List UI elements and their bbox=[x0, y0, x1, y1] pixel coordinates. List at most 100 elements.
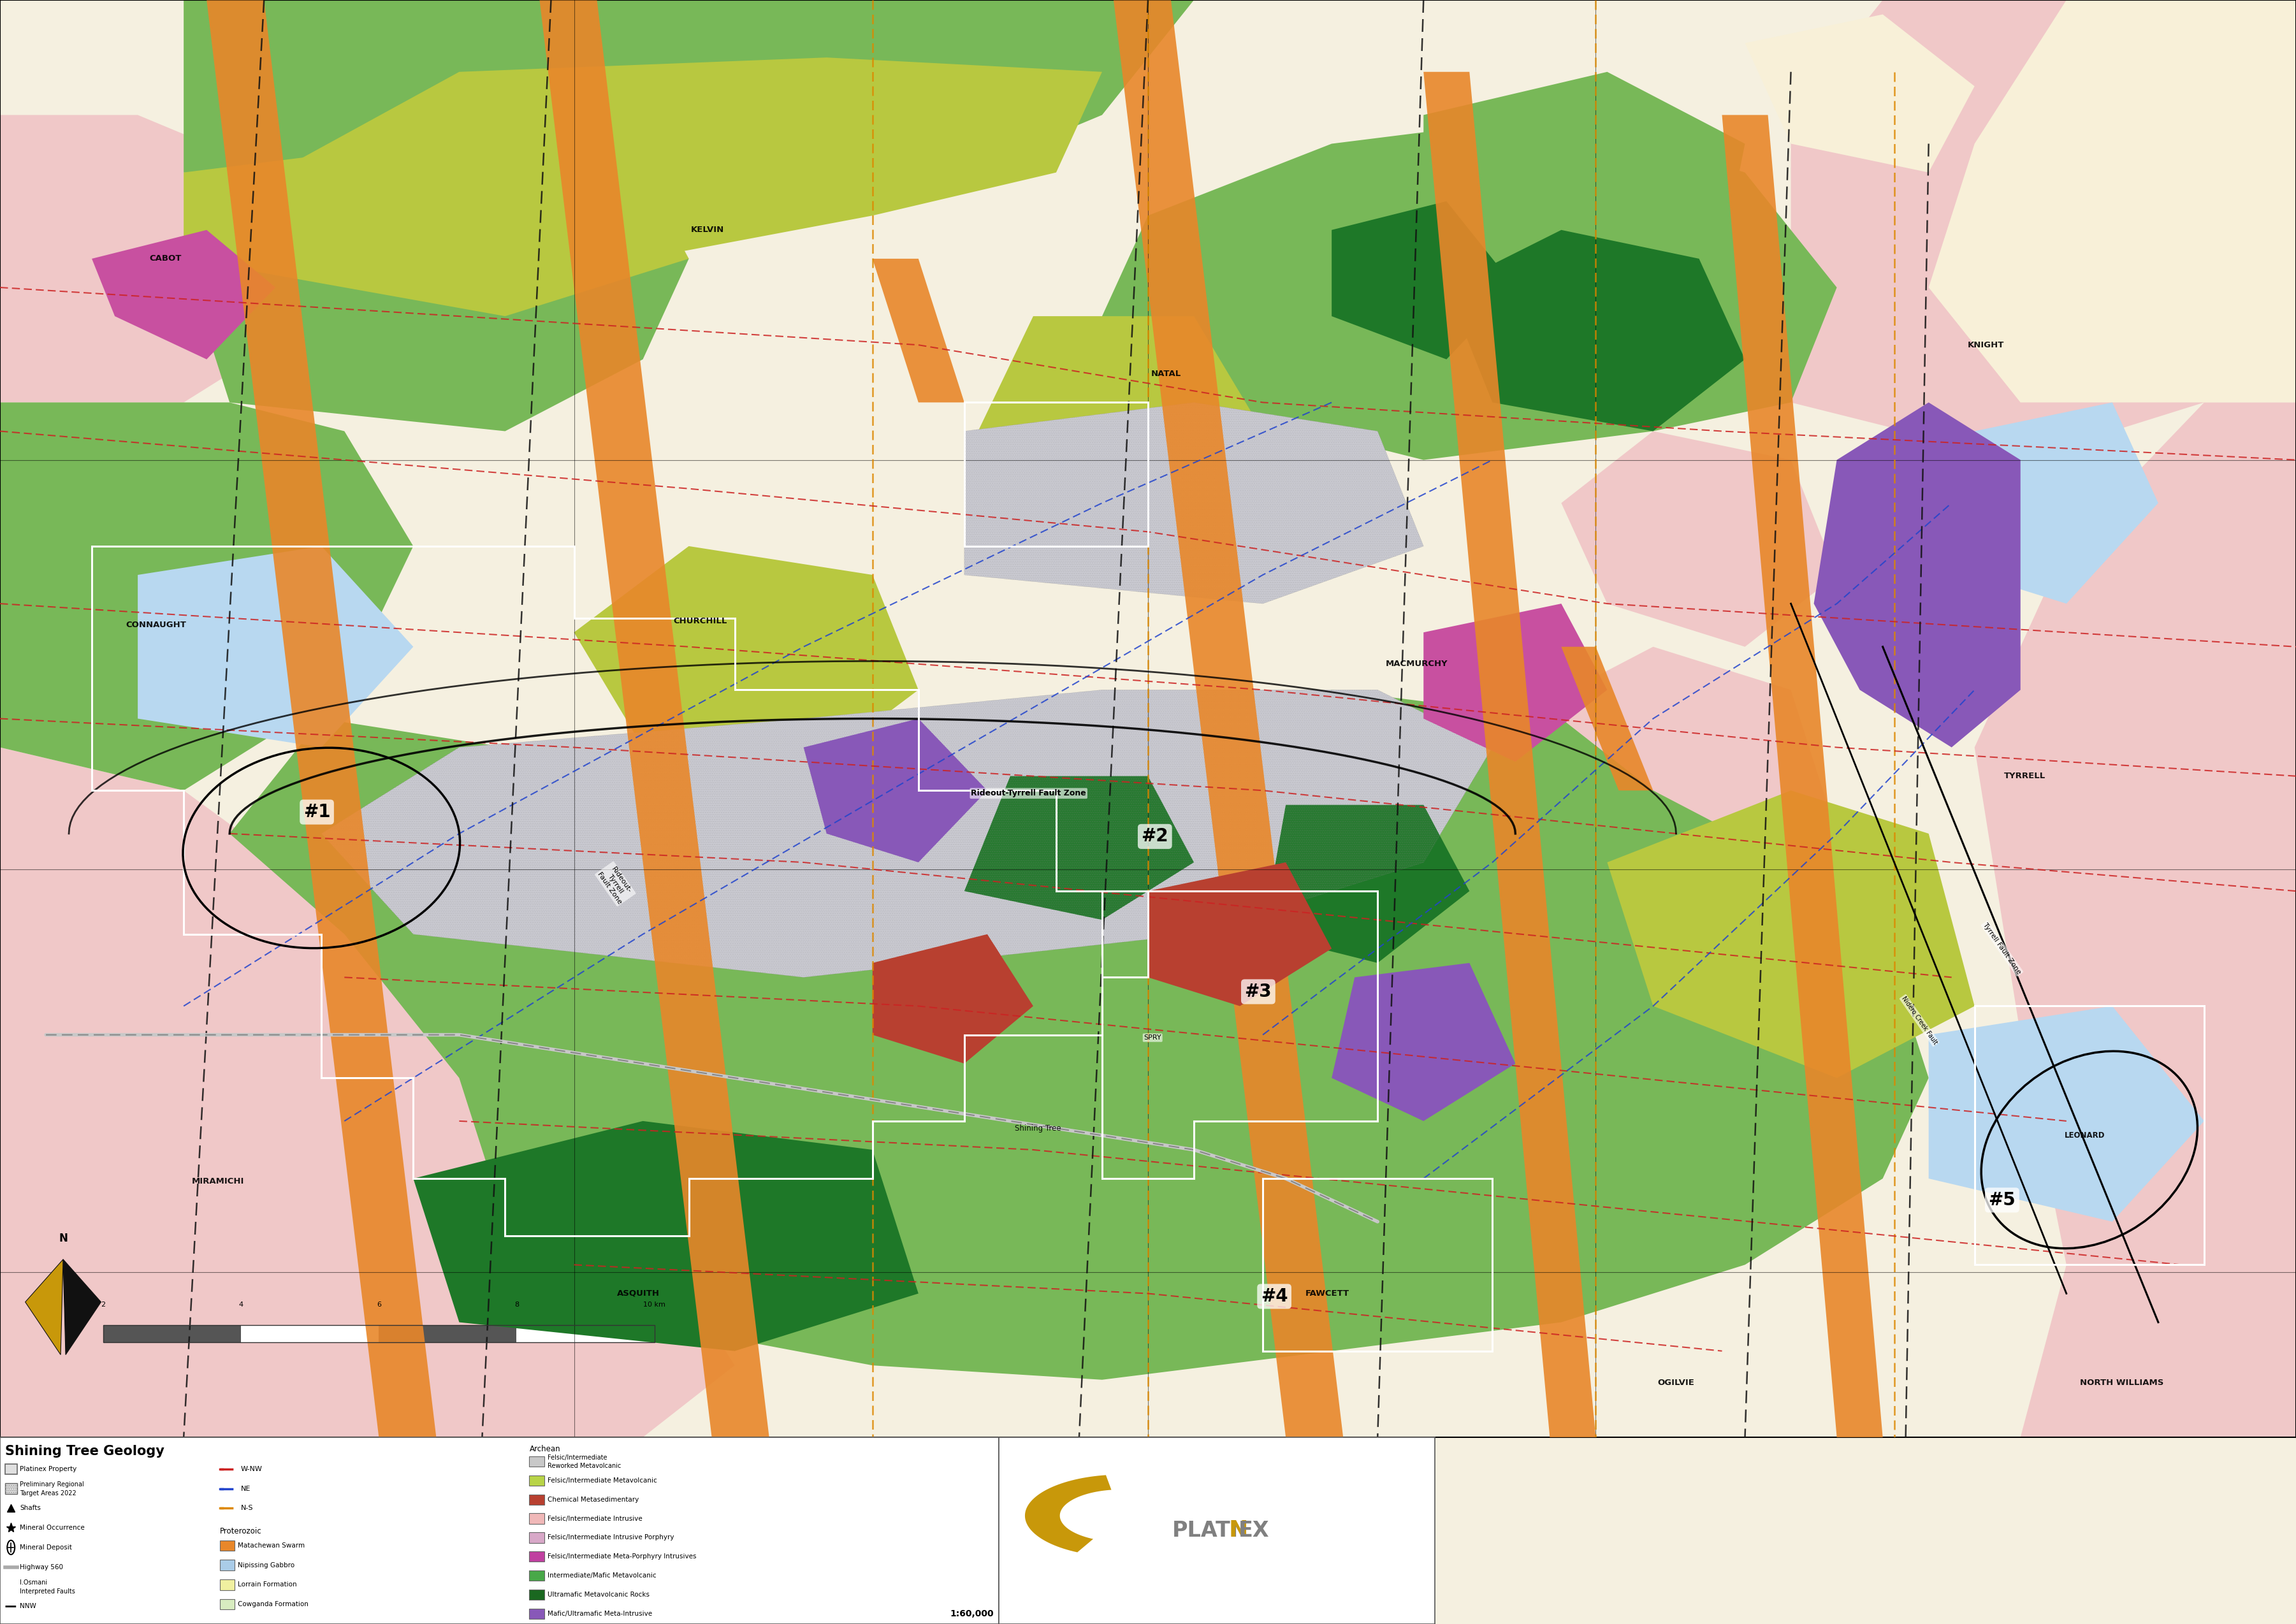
Text: Interpreted Faults: Interpreted Faults bbox=[21, 1588, 76, 1595]
Bar bbox=[530, 1551, 544, 1562]
Text: CONNAUGHT: CONNAUGHT bbox=[126, 620, 186, 630]
Polygon shape bbox=[1561, 646, 1653, 791]
Polygon shape bbox=[1148, 862, 1332, 1005]
Polygon shape bbox=[964, 776, 1194, 919]
Text: PLATI: PLATI bbox=[1173, 1520, 1240, 1541]
Polygon shape bbox=[184, 0, 1194, 216]
Polygon shape bbox=[1424, 71, 1596, 1437]
Polygon shape bbox=[92, 231, 276, 359]
Text: Archean: Archean bbox=[530, 1445, 560, 1453]
Polygon shape bbox=[1814, 403, 2020, 747]
Polygon shape bbox=[1446, 231, 1745, 430]
Text: Mafic/Ultramafic Meta-Intrusive: Mafic/Ultramafic Meta-Intrusive bbox=[546, 1611, 652, 1618]
Bar bbox=[530, 1570, 544, 1580]
Text: CABOT: CABOT bbox=[149, 255, 181, 263]
Text: Felsic/Intermediate Metavolcanic: Felsic/Intermediate Metavolcanic bbox=[546, 1478, 657, 1484]
Text: Chemical Metasedimentary: Chemical Metasedimentary bbox=[546, 1496, 638, 1502]
Bar bbox=[530, 1533, 544, 1543]
Text: 2: 2 bbox=[101, 1301, 106, 1307]
Bar bbox=[530, 1590, 544, 1600]
Bar bbox=[517, 1325, 654, 1343]
Text: Mineral Deposit: Mineral Deposit bbox=[21, 1544, 71, 1551]
Polygon shape bbox=[413, 1121, 918, 1351]
Polygon shape bbox=[964, 403, 1424, 604]
Bar bbox=[241, 1325, 379, 1343]
Text: Intermediate/Mafic Metavolcanic: Intermediate/Mafic Metavolcanic bbox=[546, 1572, 657, 1579]
Text: Felsic/Intermediate Intrusive: Felsic/Intermediate Intrusive bbox=[546, 1515, 643, 1522]
Text: Felsic/Intermediate: Felsic/Intermediate bbox=[546, 1453, 606, 1460]
Polygon shape bbox=[1263, 806, 1469, 963]
Text: SPRY: SPRY bbox=[1143, 1034, 1162, 1041]
Polygon shape bbox=[276, 57, 1102, 258]
Text: Rideout-
Tyrrell
Fault Zone: Rideout- Tyrrell Fault Zone bbox=[597, 862, 634, 905]
Polygon shape bbox=[64, 1259, 101, 1354]
Text: N-S: N-S bbox=[241, 1505, 253, 1512]
Polygon shape bbox=[804, 718, 987, 862]
Text: NE: NE bbox=[241, 1486, 250, 1492]
Polygon shape bbox=[25, 1259, 64, 1354]
Text: MIRAMICHI: MIRAMICHI bbox=[193, 1177, 243, 1186]
Text: N: N bbox=[60, 1233, 67, 1244]
Polygon shape bbox=[540, 0, 769, 1437]
Bar bbox=[530, 1514, 544, 1523]
Text: TYRRELL: TYRRELL bbox=[2004, 771, 2046, 780]
Polygon shape bbox=[574, 546, 918, 776]
Bar bbox=[530, 1457, 544, 1466]
Bar bbox=[530, 1475, 544, 1486]
Polygon shape bbox=[321, 690, 1492, 978]
Text: #5: #5 bbox=[1988, 1190, 2016, 1208]
Bar bbox=[103, 1325, 654, 1343]
Bar bbox=[220, 1561, 234, 1570]
Polygon shape bbox=[0, 115, 321, 403]
Polygon shape bbox=[1332, 963, 1515, 1121]
Text: NNW: NNW bbox=[21, 1603, 37, 1609]
Text: KNIGHT: KNIGHT bbox=[1968, 341, 2004, 349]
Text: Matachewan Swarm: Matachewan Swarm bbox=[239, 1543, 305, 1549]
Text: 4: 4 bbox=[239, 1301, 243, 1307]
Text: Platinex Property: Platinex Property bbox=[21, 1466, 76, 1473]
Text: Lorrain Formation: Lorrain Formation bbox=[239, 1582, 296, 1588]
Bar bbox=[530, 1608, 544, 1619]
Text: 8: 8 bbox=[514, 1301, 519, 1307]
Text: 6: 6 bbox=[377, 1301, 381, 1307]
Text: Nidero Creek Fault: Nidero Creek Fault bbox=[1901, 996, 1938, 1046]
Polygon shape bbox=[1975, 403, 2158, 604]
Text: I.Osmani: I.Osmani bbox=[21, 1580, 48, 1585]
Text: MACMURCHY: MACMURCHY bbox=[1384, 659, 1449, 667]
Text: Ultramafic Metavolcanic Rocks: Ultramafic Metavolcanic Rocks bbox=[546, 1592, 650, 1598]
Text: N: N bbox=[1228, 1520, 1249, 1541]
Text: Shining Tree Geology: Shining Tree Geology bbox=[5, 1445, 165, 1457]
Polygon shape bbox=[1424, 604, 1607, 762]
Polygon shape bbox=[207, 0, 436, 1437]
Text: FAWCETT: FAWCETT bbox=[1304, 1289, 1350, 1298]
Polygon shape bbox=[1929, 1005, 2204, 1221]
Text: KELVIN: KELVIN bbox=[691, 226, 723, 234]
Polygon shape bbox=[872, 258, 964, 403]
Bar bbox=[220, 1600, 234, 1609]
Polygon shape bbox=[0, 403, 413, 791]
Bar bbox=[5, 1463, 16, 1475]
Polygon shape bbox=[1607, 791, 1975, 1078]
Text: CHURCHILL: CHURCHILL bbox=[673, 617, 728, 625]
Text: Reworked Metavolcanic: Reworked Metavolcanic bbox=[546, 1463, 620, 1470]
Text: Tyrrell Fault Zone: Tyrrell Fault Zone bbox=[1981, 922, 2023, 976]
Bar bbox=[5, 1483, 16, 1494]
Text: OGILVIE: OGILVIE bbox=[1658, 1379, 1694, 1387]
Text: Proterozoic: Proterozoic bbox=[220, 1527, 262, 1535]
Polygon shape bbox=[1929, 0, 2296, 403]
Polygon shape bbox=[1791, 0, 2296, 460]
Polygon shape bbox=[1102, 115, 1837, 460]
Text: NATAL: NATAL bbox=[1150, 370, 1182, 378]
Polygon shape bbox=[1561, 430, 1837, 646]
Text: ASQUITH: ASQUITH bbox=[618, 1289, 659, 1298]
Polygon shape bbox=[1424, 71, 1745, 317]
Text: #1: #1 bbox=[303, 804, 331, 822]
Polygon shape bbox=[1024, 1475, 1111, 1553]
Text: Preliminary Regional: Preliminary Regional bbox=[21, 1481, 85, 1488]
Text: Rideout-Tyrrell Fault Zone: Rideout-Tyrrell Fault Zone bbox=[971, 789, 1086, 797]
Bar bbox=[220, 1580, 234, 1590]
Text: LEONARD: LEONARD bbox=[2064, 1132, 2105, 1140]
Polygon shape bbox=[1745, 15, 1975, 172]
Bar bbox=[103, 1325, 241, 1343]
Text: #3: #3 bbox=[1244, 983, 1272, 1000]
